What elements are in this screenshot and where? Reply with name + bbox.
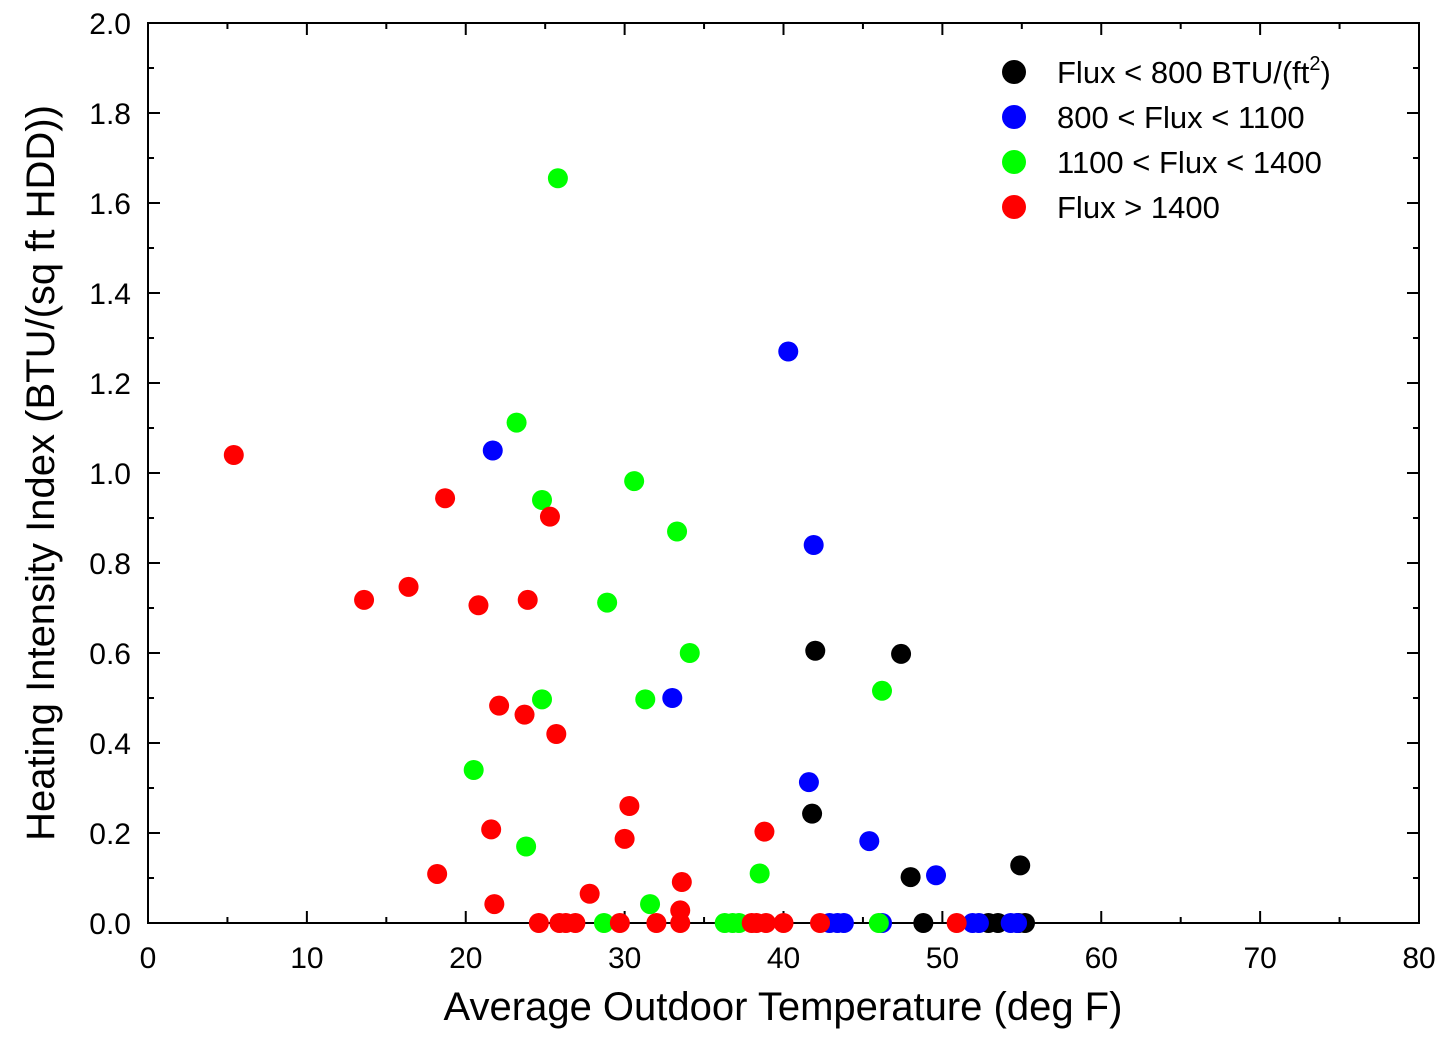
legend-label: 1100 < Flux < 1400: [1057, 145, 1322, 180]
x-tick-labels: 0 10 20 30 40 50 60 70 80: [140, 942, 1436, 975]
data-point: [805, 640, 826, 661]
data-point: [778, 341, 799, 362]
y-tick-label: 2.0: [89, 8, 131, 41]
data-point: [671, 872, 692, 893]
data-point: [532, 689, 553, 710]
y-tick-label: 1.0: [89, 458, 131, 491]
x-tick-label: 0: [140, 942, 157, 975]
data-point: [946, 913, 967, 933]
data-point: [1010, 855, 1031, 876]
data-point: [968, 913, 989, 933]
data-point: [435, 488, 456, 509]
x-tick-label: 60: [1085, 942, 1118, 975]
y-tick-label: 0.2: [89, 818, 131, 851]
data-point: [1007, 913, 1028, 933]
data-point: [468, 595, 489, 616]
legend-label: Flux > 1400: [1057, 190, 1220, 225]
data-point: [810, 913, 831, 933]
y-tick-label: 0.4: [89, 728, 131, 761]
legend: Flux < 800 BTU/(ft2) 800 < Flux < 1100 110…: [1002, 53, 1331, 225]
y-tick-label: 1.4: [89, 278, 131, 311]
data-point: [517, 589, 538, 610]
data-point: [609, 913, 630, 933]
x-tick-label: 10: [290, 942, 323, 975]
legend-marker: [1002, 195, 1026, 219]
y-tick-label: 0.0: [89, 908, 131, 941]
data-point: [900, 867, 921, 888]
data-points: [223, 168, 1035, 933]
y-tick-label: 0.8: [89, 548, 131, 581]
data-point: [662, 688, 683, 708]
data-point: [640, 894, 661, 915]
data-point: [593, 913, 614, 933]
data-point: [482, 440, 503, 461]
data-point: [619, 796, 640, 816]
data-point: [872, 680, 893, 701]
data-point: [398, 576, 419, 597]
legend-label: Flux < 800 BTU/(ft2): [1057, 53, 1331, 90]
legend-label: 800 < Flux < 1100: [1057, 100, 1305, 135]
data-point: [514, 704, 535, 725]
data-point: [773, 913, 794, 933]
data-point: [484, 894, 505, 915]
data-point: [891, 643, 912, 664]
data-point: [516, 836, 537, 857]
legend-marker: [1002, 60, 1026, 84]
data-point: [597, 592, 618, 613]
data-point: [868, 913, 889, 933]
data-point: [833, 913, 854, 933]
data-point: [646, 913, 667, 933]
data-point: [481, 819, 502, 840]
data-point: [539, 506, 560, 527]
x-tick-label: 70: [1243, 942, 1276, 975]
data-point: [754, 821, 775, 842]
data-point: [546, 724, 567, 744]
data-point: [635, 689, 656, 710]
y-tick-label: 1.8: [89, 98, 131, 131]
data-point: [756, 913, 777, 933]
data-point: [223, 445, 244, 465]
x-tick-label: 40: [767, 942, 800, 975]
data-point: [926, 865, 947, 886]
y-axis-title: Heating Intensity Index (BTU/(sq ft HDD)…: [19, 105, 63, 841]
data-point: [532, 490, 553, 510]
data-point: [354, 589, 375, 610]
x-tick-label: 50: [926, 942, 959, 975]
data-point: [489, 695, 510, 716]
data-point: [565, 913, 586, 933]
data-point: [528, 913, 549, 933]
data-point: [802, 803, 823, 824]
x-tick-label: 80: [1402, 942, 1435, 975]
data-point: [427, 863, 448, 884]
data-point: [670, 913, 691, 933]
data-point: [798, 772, 819, 793]
data-point: [667, 521, 688, 542]
data-point: [624, 471, 645, 492]
data-point: [913, 913, 934, 933]
y-tick-label: 0.6: [89, 638, 131, 671]
data-point: [463, 760, 484, 780]
data-point: [614, 828, 635, 849]
data-point: [749, 863, 770, 884]
legend-marker: [1002, 105, 1026, 129]
y-tick-label: 1.6: [89, 188, 131, 221]
x-tick-label: 20: [449, 942, 482, 975]
data-point: [506, 412, 527, 433]
legend-marker: [1002, 150, 1026, 174]
x-axis-title: Average Outdoor Temperature (deg F): [444, 985, 1123, 1029]
data-point: [579, 883, 600, 904]
data-point: [859, 831, 880, 852]
y-tick-label: 1.2: [89, 368, 131, 401]
data-point: [679, 643, 700, 663]
y-tick-labels: 0.0 0.2 0.4 0.6 0.8 1.0 1.2 1.4 1.6 1.8 2.0: [89, 8, 131, 941]
data-point: [547, 168, 568, 189]
data-point: [803, 535, 824, 555]
x-tick-label: 30: [608, 942, 641, 975]
